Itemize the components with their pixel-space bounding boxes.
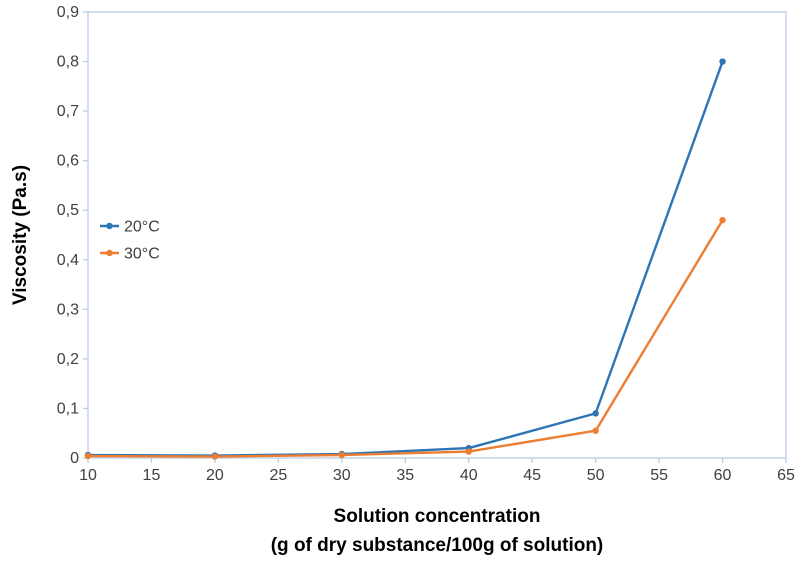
series-1 <box>84 216 726 460</box>
x-tick-label: 30 <box>333 467 351 484</box>
plot-frame <box>87 11 787 459</box>
y-tick-label: 0,9 <box>57 4 79 21</box>
x-tick-label: 35 <box>396 467 414 484</box>
legend-label: 30°C <box>124 246 160 263</box>
series-marker-0 <box>719 58 726 65</box>
y-tick-label: 0,1 <box>57 400 79 417</box>
y-tick-label: 0,6 <box>57 153 79 170</box>
y-tick-label: 0 <box>70 450 79 467</box>
x-tick-label: 10 <box>79 467 97 484</box>
y-tick-label: 0,3 <box>57 301 79 318</box>
x-tick-label: 25 <box>269 467 287 484</box>
x-axis-title-line2: (g of dry substance/100g of solution) <box>270 535 604 557</box>
series-marker-1 <box>84 452 92 460</box>
x-tick-label: 45 <box>523 467 541 484</box>
x-tick-label: 40 <box>460 467 478 484</box>
x-axis-ticks: 10 15 20 25 30 35 40 45 50 55 60 65 <box>79 458 795 484</box>
series-marker-1 <box>465 448 472 455</box>
x-tick-label: 55 <box>650 467 668 484</box>
x-tick-label: 60 <box>714 467 732 484</box>
x-tick-label: 65 <box>777 467 795 484</box>
x-axis-title-line1: Solution concentration <box>333 506 541 527</box>
legend-swatch-marker <box>106 222 113 230</box>
series-line-1 <box>86 218 724 458</box>
series-marker-1 <box>592 427 599 434</box>
series-0 <box>84 58 726 459</box>
x-tick-label: 20 <box>206 467 224 484</box>
y-tick-label: 0,5 <box>57 202 79 219</box>
y-axis-title: Viscosity (Pa.s) <box>10 164 31 306</box>
y-tick-label: 0,2 <box>57 351 79 368</box>
x-tick-label: 15 <box>143 467 161 484</box>
legend-swatch-marker <box>106 249 113 257</box>
series-marker-0 <box>592 410 599 417</box>
legend: 20°C 30°C <box>100 219 160 263</box>
series-marker-1 <box>719 216 726 224</box>
series-marker-1 <box>338 451 346 459</box>
series-line-0 <box>86 60 724 457</box>
y-tick-label: 0,4 <box>57 252 79 269</box>
x-axis-title: Solution concentration (g of dry substan… <box>88 502 786 561</box>
y-tick-label: 0,7 <box>57 103 79 120</box>
y-tick-label: 0,8 <box>57 54 79 71</box>
legend-label: 20°C <box>124 219 160 236</box>
y-axis-ticks: 0 0,1 0,2 0,3 0,4 0,5 0,6 0,7 0,8 0,9 <box>57 4 88 467</box>
x-tick-label: 50 <box>587 467 605 484</box>
series-marker-1 <box>211 453 219 460</box>
